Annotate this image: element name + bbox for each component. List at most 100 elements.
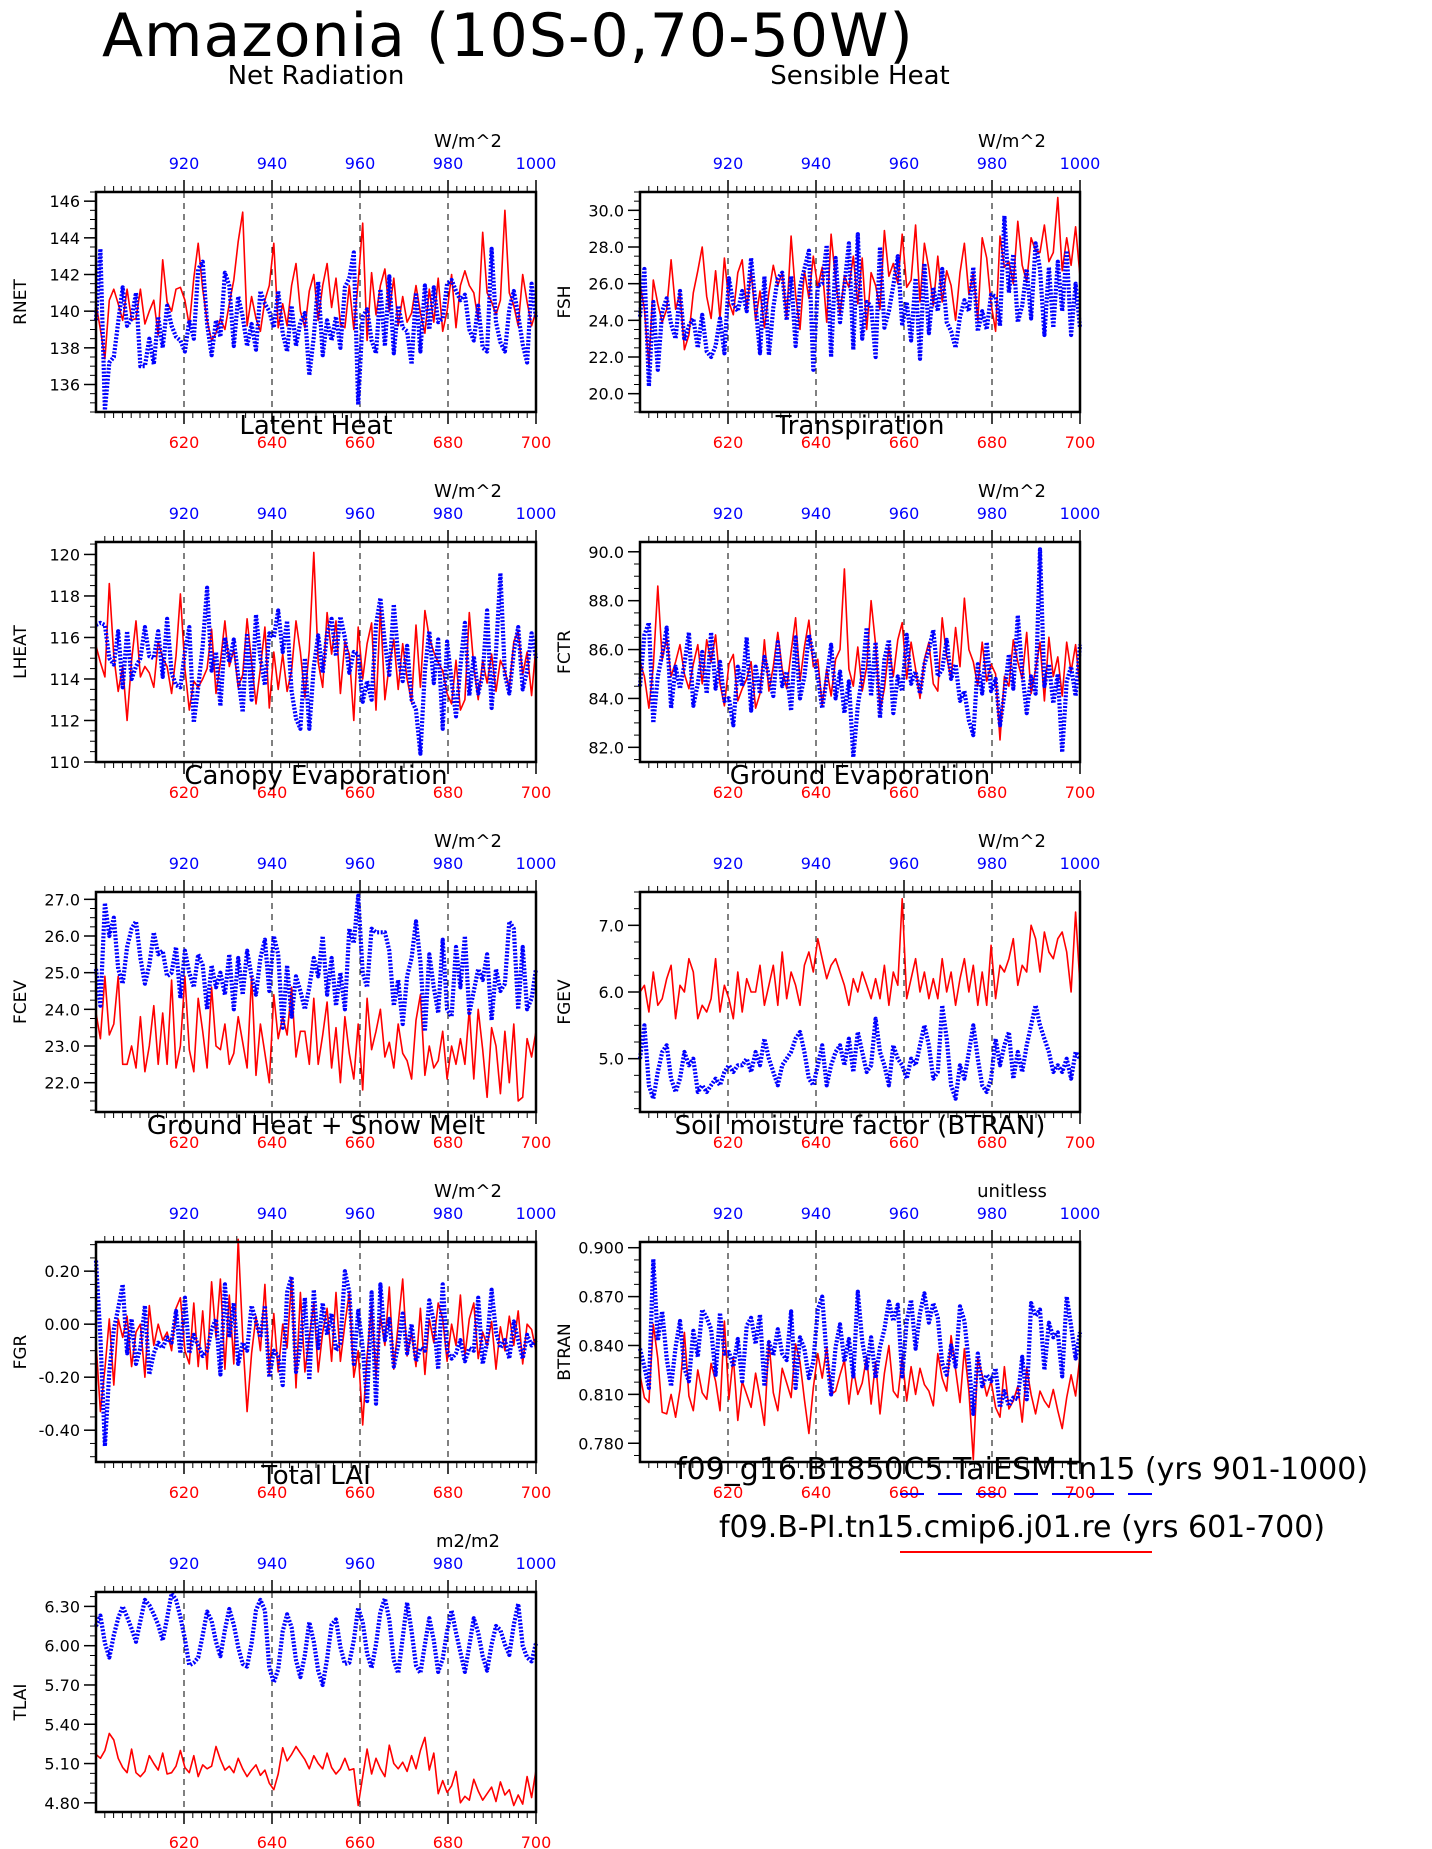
panel-title-tlai: Total LAI: [260, 1461, 371, 1491]
panel-fsh: Sensible Heat 620 640 660 680 700 920 940 960 980…: [555, 61, 1100, 452]
x-tick-label-bottom: 640: [257, 1483, 288, 1502]
plot-frame-fsh: [638, 190, 1082, 414]
series-line-run1-lheat: [95, 570, 539, 756]
x-tick-label-top: 940: [257, 854, 288, 873]
y-tick-label: 6.30: [44, 1597, 80, 1616]
y-tick-label: -0.20: [39, 1368, 80, 1387]
plot-frame-lheat: [94, 540, 538, 764]
x-tick-label-top: 960: [889, 504, 920, 523]
panel-rnet: Net Radiation 620 640 660 680 700 920 940 960 980…: [11, 61, 556, 452]
plot-frame-fgr: [94, 1240, 538, 1464]
x-tick-label-top: 920: [713, 1204, 744, 1223]
x-tick-label-top: 1000: [516, 1204, 557, 1223]
x-tick-label-top: 920: [169, 1204, 200, 1223]
y-tick-label: 23.0: [44, 1037, 80, 1056]
x-tick-label-bottom: 700: [1065, 783, 1096, 802]
series-line-run1-btran: [637, 1256, 1083, 1417]
x-tick-label-bottom: 620: [169, 1483, 200, 1502]
panel-btran: Soil moisture factor (BTRAN)620 640 660 680…: [555, 1111, 1100, 1502]
x-tick-label-bottom: 660: [345, 1483, 376, 1502]
series-line-run1-fgr: [93, 1260, 538, 1449]
plot-frame-rnet: [94, 190, 538, 414]
series-line-run2-rnet: [95, 209, 537, 360]
x-tick-label-bottom: 680: [977, 1133, 1008, 1152]
page-title: Amazonia (10S-0,70-50W): [102, 1, 914, 71]
x-tick-label-top: 980: [977, 1204, 1008, 1223]
x-tick-label-bottom: 680: [433, 1833, 464, 1849]
y-tick-label: 6.0: [599, 983, 624, 1002]
x-tick-label-bottom: 620: [713, 783, 744, 802]
plot-frame-btran: [638, 1240, 1082, 1464]
series-line-run1-fgev: [637, 1003, 1082, 1101]
y-tick-label: 4.80: [44, 1794, 80, 1813]
y-tick-label: 6.00: [44, 1637, 80, 1656]
x-tick-label-top: 940: [257, 1204, 288, 1223]
x-tick-label-top: 960: [345, 504, 376, 523]
y-tick-label: 5.70: [44, 1676, 80, 1695]
x-tick-label-top: 1000: [1060, 154, 1101, 173]
x-tick-label-bottom: 620: [713, 1133, 744, 1152]
panel-lheat: Latent Heat 620 640 660 680 700 920 940 960 980 10…: [11, 411, 556, 802]
series-line-run1-fsh: [637, 213, 1083, 389]
x-tick-label-top: 960: [889, 1204, 920, 1223]
x-tick-label-bottom: 700: [521, 433, 552, 452]
x-tick-label-top: 960: [345, 1554, 376, 1573]
x-tick-label-top: 920: [169, 504, 200, 523]
y-tick-label: 26.0: [44, 927, 80, 946]
y-tick-label: 25.0: [44, 964, 80, 983]
x-tick-label-top: 960: [889, 154, 920, 173]
x-tick-label-bottom: 680: [977, 433, 1008, 452]
y-tick-label: 22.0: [588, 348, 624, 367]
x-tick-label-bottom: 680: [433, 433, 464, 452]
x-tick-label-bottom: 640: [801, 1133, 832, 1152]
x-tick-label-top: 1000: [516, 504, 557, 523]
series-line-run2-btran: [639, 1320, 1081, 1461]
units-label-fcev: W/m^2: [434, 831, 502, 852]
y-tick-label: 26.0: [588, 275, 624, 294]
x-tick-label-top: 1000: [1060, 1204, 1101, 1223]
x-tick-label-top: 960: [345, 854, 376, 873]
x-tick-label-top: 940: [801, 504, 832, 523]
x-tick-label-top: 960: [345, 154, 376, 173]
y-tick-label: 142: [49, 266, 80, 285]
x-tick-label-top: 940: [257, 154, 288, 173]
y-tick-label: 146: [49, 192, 80, 211]
y-tick-label: 136: [49, 376, 80, 395]
y-tick-label: 0.870: [578, 1288, 624, 1307]
y-axis-label-lheat: LHEAT: [11, 625, 31, 679]
y-tick-label: 88.0: [588, 592, 624, 611]
units-label-fctr: W/m^2: [978, 481, 1046, 502]
y-tick-label: 7.0: [599, 916, 624, 935]
x-tick-label-bottom: 660: [889, 1483, 920, 1502]
x-tick-label-bottom: 680: [433, 1133, 464, 1152]
x-tick-label-top: 940: [257, 1554, 288, 1573]
x-tick-label-top: 980: [433, 504, 464, 523]
units-label-lheat: W/m^2: [434, 481, 502, 502]
x-tick-label-bottom: 620: [713, 1483, 744, 1502]
series-line-run2-fcev: [95, 975, 537, 1102]
y-tick-label: 0.810: [578, 1385, 624, 1404]
y-axis-label-fgr: FGR: [11, 1334, 31, 1369]
series-line-run2-fgev: [639, 897, 1081, 1020]
x-tick-label-bottom: 660: [345, 433, 376, 452]
units-label-fgr: W/m^2: [434, 1181, 502, 1202]
y-tick-label: 0.780: [578, 1434, 624, 1453]
x-tick-label-bottom: 700: [521, 1133, 552, 1152]
x-tick-label-top: 980: [977, 154, 1008, 173]
x-tick-label-bottom: 620: [169, 1833, 200, 1849]
x-tick-label-top: 940: [801, 154, 832, 173]
plot-frame-fgev: [638, 890, 1082, 1114]
panel-tlai: Total LAI 620 640 660 680 700 920 940 960 980 1000…: [11, 1461, 556, 1849]
x-tick-label-bottom: 620: [169, 1133, 200, 1152]
units-label-fgev: W/m^2: [978, 831, 1046, 852]
x-tick-label-bottom: 660: [889, 1133, 920, 1152]
y-tick-label: 86.0: [588, 641, 624, 660]
plot-frame-fcev: [94, 890, 538, 1114]
plot-frame-tlai: [94, 1590, 538, 1814]
y-tick-label: 112: [49, 711, 80, 730]
y-tick-label: 138: [49, 339, 80, 358]
x-tick-label-bottom: 620: [169, 783, 200, 802]
